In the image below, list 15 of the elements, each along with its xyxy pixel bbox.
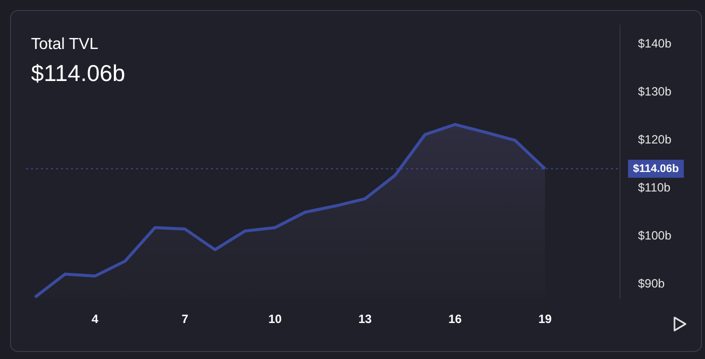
ref-line-label: $114.06b (633, 162, 680, 175)
x-tick-label: 7 (182, 312, 189, 326)
x-tick-label: 19 (538, 312, 552, 326)
x-tick-label: 13 (358, 312, 372, 326)
text: $114.06b (31, 60, 126, 87)
x-tick-label: 4 (92, 312, 99, 326)
x-tick-label: 16 (448, 312, 462, 326)
y-tick-label: $100b (638, 228, 672, 243)
y-tick-label: $90b (638, 276, 666, 291)
y-tick-label: $120b (638, 132, 672, 147)
y-tick-label: $110b (638, 180, 671, 195)
text: Total TVL (31, 36, 98, 54)
y-tick-label: $140b (638, 36, 672, 51)
x-tick-label: 10 (268, 312, 282, 326)
y-tick-label: $130b (638, 84, 672, 99)
